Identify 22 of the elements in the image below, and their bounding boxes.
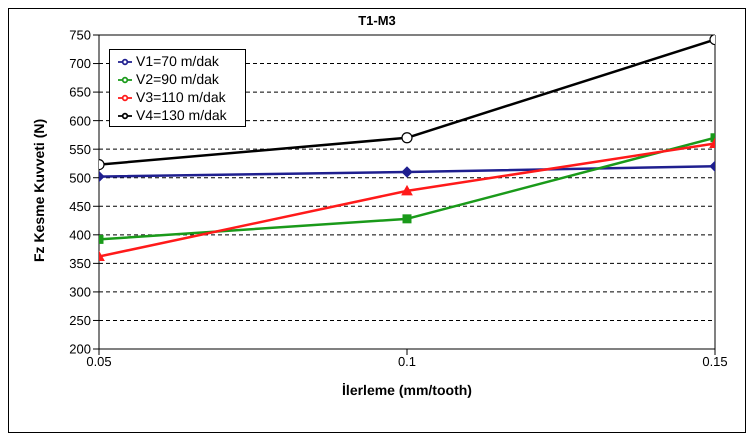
y-tick-label: 300 bbox=[69, 284, 91, 300]
y-tick-label: 750 bbox=[69, 28, 91, 43]
y-tick-label: 600 bbox=[69, 113, 91, 128]
y-tick-label: 350 bbox=[69, 256, 91, 271]
legend-label: V4=130 m/dak bbox=[136, 107, 227, 123]
y-tick-label: 200 bbox=[69, 342, 91, 357]
y-axis-title: Fz Kesme Kuvveti (N) bbox=[30, 118, 47, 262]
chart-title: T1-M3 bbox=[357, 13, 397, 28]
x-tick-label: 0.1 bbox=[398, 354, 416, 370]
x-tick-label: 0.05 bbox=[86, 354, 112, 370]
y-tick-label: 250 bbox=[69, 313, 91, 328]
legend-label: V2=90 m/dak bbox=[136, 71, 219, 87]
y-tick-label: 500 bbox=[69, 170, 91, 186]
y-tick-label: 400 bbox=[69, 227, 91, 242]
y-tick-label: 450 bbox=[69, 198, 91, 214]
y-tick-label: 700 bbox=[69, 56, 91, 72]
y-tick-label: 650 bbox=[69, 84, 91, 100]
x-axis-title: İlerleme (mm/tooth) bbox=[342, 382, 472, 398]
x-tick-label: 0.15 bbox=[702, 354, 728, 370]
legend-label: V1=70 m/dak bbox=[136, 53, 219, 69]
y-tick-label: 550 bbox=[69, 142, 91, 157]
legend-label: V3=110 m/dak bbox=[136, 89, 226, 105]
